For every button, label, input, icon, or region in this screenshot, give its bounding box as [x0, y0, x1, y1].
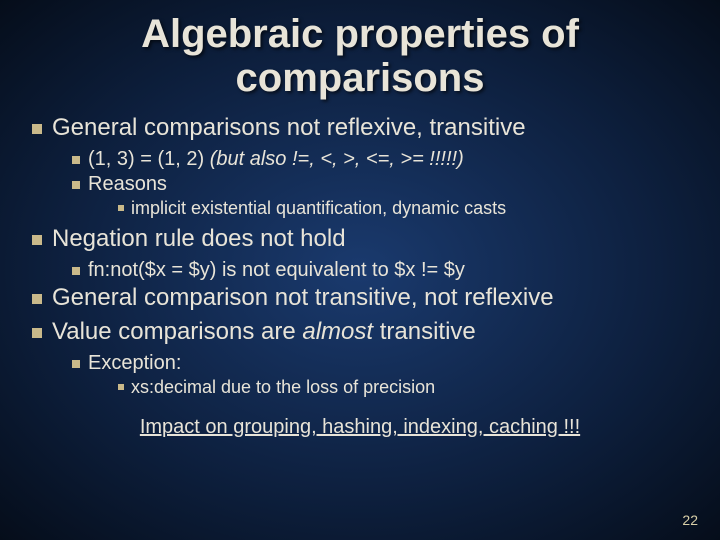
bullet-example-equality: (1, 3) = (1, 2) (but also !=, <, >, <=, … — [72, 148, 692, 171]
page-number: 22 — [682, 512, 698, 528]
bullet-text: fn:not($x = $y) is not equivalent to $x … — [88, 259, 692, 282]
square-bullet-icon — [72, 156, 80, 164]
square-bullet-icon — [118, 384, 124, 390]
text-italic: almost — [302, 318, 373, 345]
square-bullet-icon — [32, 235, 42, 245]
impact-statement: Impact on grouping, hashing, indexing, c… — [28, 416, 692, 439]
bullet-text: General comparison not transitive, not r… — [52, 284, 692, 312]
bullet-text: (1, 3) = (1, 2) (but also !=, <, >, <=, … — [88, 148, 692, 171]
bullet-text: Reasons — [88, 173, 692, 196]
text-plain: Value comparisons are — [52, 318, 302, 345]
square-bullet-icon — [32, 328, 42, 338]
slide: Algebraic properties of comparisons Gene… — [0, 0, 720, 540]
bullet-negation-rule: Negation rule does not hold — [32, 225, 692, 253]
bullet-value-comparisons: Value comparisons are almost transitive — [32, 318, 692, 346]
bullet-not-transitive: General comparison not transitive, not r… — [32, 284, 692, 312]
title-line-2: comparisons — [236, 56, 485, 100]
square-bullet-icon — [72, 267, 80, 275]
square-bullet-icon — [72, 181, 80, 189]
bullet-text: General comparisons not reflexive, trans… — [52, 114, 692, 142]
text-plain: (1, 3) = (1, 2) — [88, 148, 210, 170]
text-italic: (but also !=, <, >, <=, >= !!!!!) — [210, 148, 464, 170]
square-bullet-icon — [118, 205, 124, 211]
bullet-xs-decimal: xs:decimal due to the loss of precision — [118, 377, 692, 398]
square-bullet-icon — [72, 360, 80, 368]
bullet-reasons: Reasons — [72, 173, 692, 196]
slide-title: Algebraic properties of comparisons — [28, 12, 692, 100]
bullet-text: Value comparisons are almost transitive — [52, 318, 692, 346]
bullet-text: Exception: — [88, 352, 692, 375]
bullet-text: implicit existential quantification, dyn… — [131, 198, 692, 219]
bullet-fn-not: fn:not($x = $y) is not equivalent to $x … — [72, 259, 692, 282]
bullet-exception: Exception: — [72, 352, 692, 375]
title-line-1: Algebraic properties of — [141, 12, 579, 56]
bullet-text: xs:decimal due to the loss of precision — [131, 377, 692, 398]
bullet-implicit-quantification: implicit existential quantification, dyn… — [118, 198, 692, 219]
text-plain: transitive — [373, 318, 476, 345]
bullet-text: Negation rule does not hold — [52, 225, 692, 253]
square-bullet-icon — [32, 124, 42, 134]
bullet-general-comparisons: General comparisons not reflexive, trans… — [32, 114, 692, 142]
square-bullet-icon — [32, 294, 42, 304]
